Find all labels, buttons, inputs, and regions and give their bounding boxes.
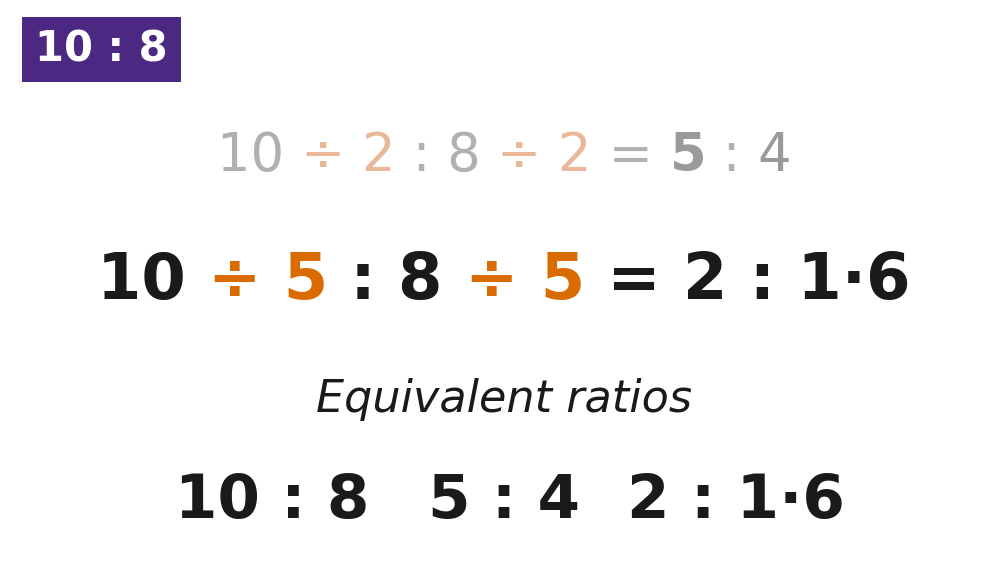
Text: ÷ 2: ÷ 2 [301,130,395,182]
Text: 2 : 1·6: 2 : 1·6 [683,249,911,312]
Text: 10 : 8: 10 : 8 [35,28,168,71]
Text: : 8: : 8 [329,249,465,312]
Text: =: = [592,130,669,182]
Text: =: = [586,249,683,312]
Text: 4: 4 [757,130,790,182]
Text: 10 : 8: 10 : 8 [175,472,369,531]
Text: 10: 10 [218,130,301,182]
Text: :: : [706,130,757,182]
Text: : 8: : 8 [395,130,497,182]
Text: 2 : 1·6: 2 : 1·6 [627,472,845,531]
Text: ÷ 5: ÷ 5 [208,249,329,312]
Text: 5 : 4: 5 : 4 [428,472,580,531]
Text: ÷ 2: ÷ 2 [497,130,592,182]
Text: 5: 5 [669,130,706,182]
FancyBboxPatch shape [22,17,181,82]
Text: ÷ 5: ÷ 5 [465,249,586,312]
Text: Equivalent ratios: Equivalent ratios [316,378,692,421]
Text: 10: 10 [97,249,208,312]
